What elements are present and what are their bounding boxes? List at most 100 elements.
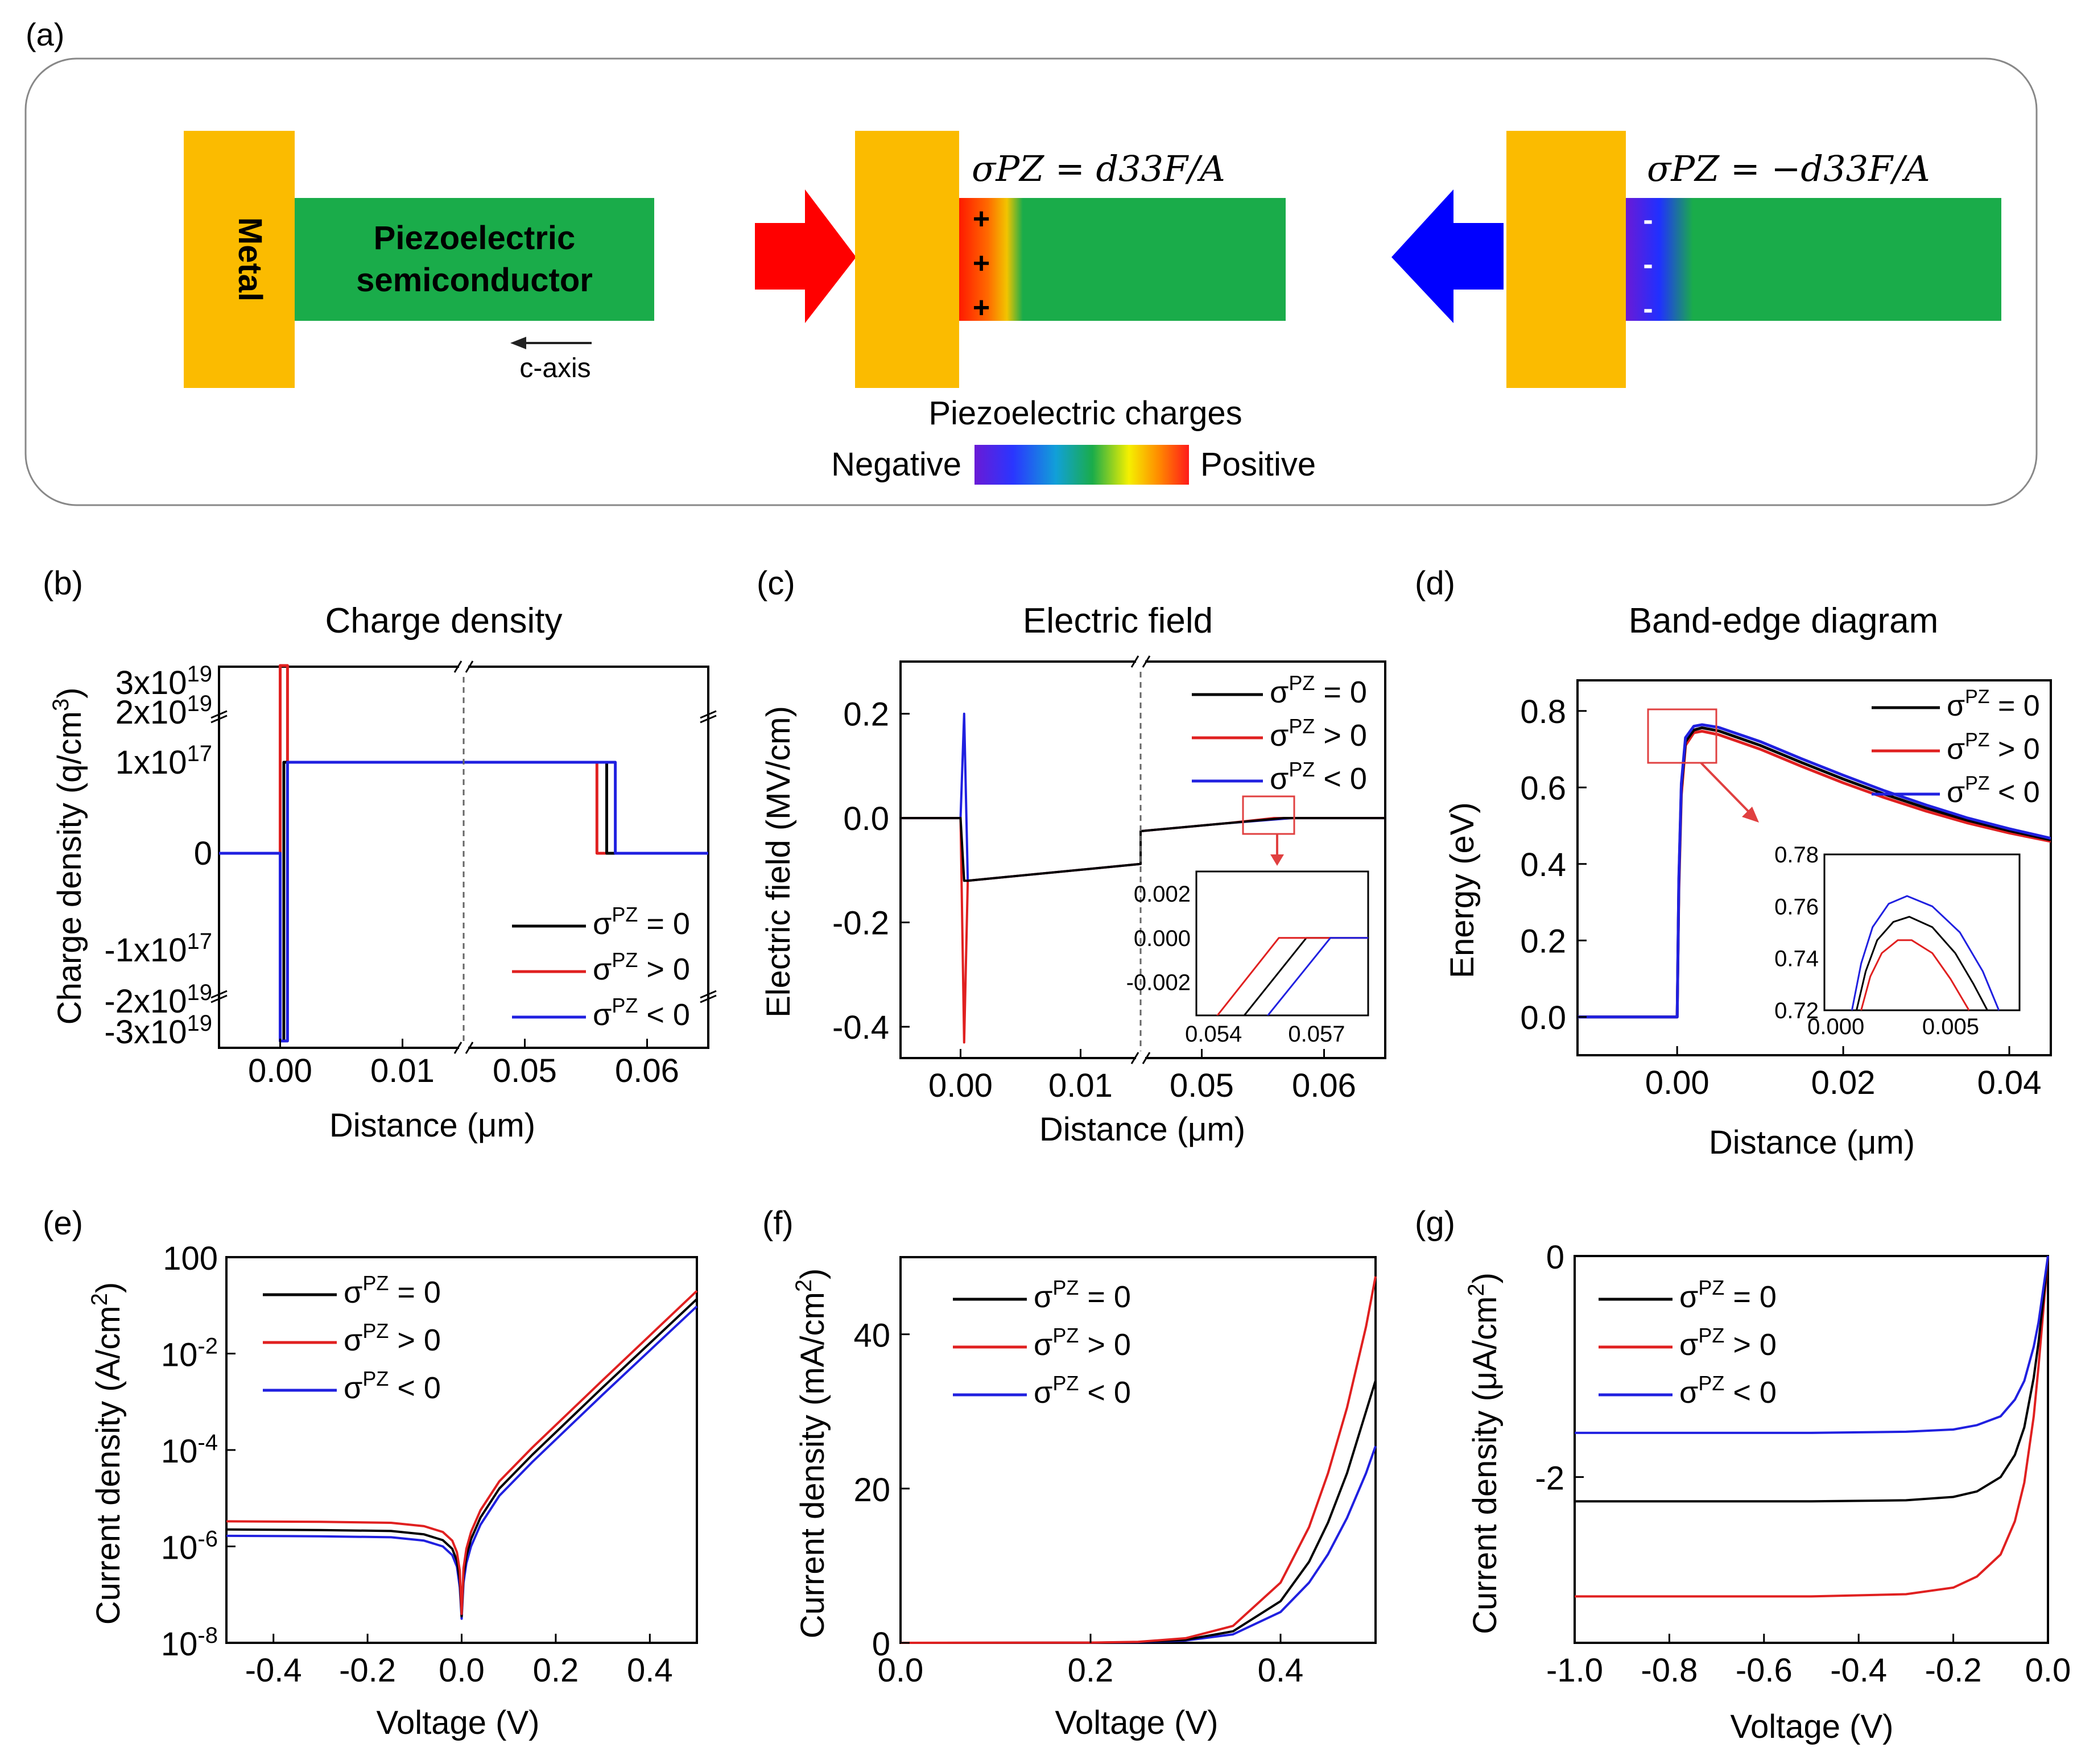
legend-entry: σPZ > 0 — [344, 1319, 441, 1357]
panel-label: (d) — [1415, 565, 1455, 602]
x-tick-label: 0.2 — [533, 1652, 579, 1689]
legend-entry: σPZ = 0 — [344, 1271, 441, 1309]
inset-y-tick-label: 0.002 — [1134, 882, 1191, 907]
plus-sign: + — [973, 291, 990, 324]
y-tick-label: 40 — [853, 1317, 890, 1354]
chart-jv-reverse: (g) -1.0 -0.8 -0.6 -0.4 -0.2 0.0 0 -2 Voltage (V)… — [1415, 1205, 2071, 1745]
chart-title: Electric field — [1023, 601, 1213, 641]
inset-series-line — [1856, 916, 1988, 1011]
x-tick-label: 0.0 — [439, 1652, 485, 1689]
series-line — [900, 1445, 1377, 1644]
y-tick-label: 0.0 — [1520, 999, 1566, 1036]
x-axis-label: Distance (μm) — [1709, 1124, 1915, 1161]
chart-charge-density: (b) Charge density 0.00 0.01 0.05 0.06 3x10192… — [43, 565, 717, 1144]
x-tick-label: 0.06 — [615, 1052, 679, 1089]
y-tick-label: 0 — [1546, 1239, 1564, 1276]
x-tick-label: -0.2 — [1925, 1652, 1982, 1689]
zoom-arrowhead-icon — [1270, 854, 1284, 866]
arrow-left-icon — [1391, 189, 1504, 323]
series-line — [1578, 723, 2051, 1019]
panel-a: (a) Metal Piezoelectric semiconductor c-… — [24, 16, 2038, 506]
zoom-region-box — [1242, 795, 1295, 835]
x-axis-label: Distance (μm) — [1039, 1111, 1245, 1148]
y-axis-label: Current density (mA/cm2) — [791, 1269, 831, 1639]
x-axis-label: Voltage (V) — [1055, 1704, 1219, 1741]
colorbar-positive-label: Positive — [1200, 446, 1316, 483]
y-tick-label: 1x1017 — [115, 741, 212, 781]
inset-y-tick-label: 0.72 — [1774, 998, 1819, 1023]
y-axis-label: Energy (eV) — [1444, 802, 1481, 978]
y-tick-label: -2 — [1535, 1460, 1564, 1497]
panel-a-frame — [24, 57, 2038, 506]
x-axis-label: Distance (μm) — [329, 1107, 535, 1144]
x-tick-label: 0.04 — [1977, 1064, 2042, 1101]
plot-frame — [1574, 1255, 2049, 1644]
axis-break-gap — [1136, 655, 1145, 668]
x-tick-label: 0.00 — [1645, 1064, 1709, 1101]
charge-colorbar: Piezoelectric charges Negative Positive — [831, 395, 1316, 485]
semiconductor-rod — [295, 198, 654, 321]
axis-break-mark — [1130, 655, 1151, 668]
legend-entry: σPZ = 0 — [593, 903, 690, 941]
colorbar-gradient — [974, 445, 1189, 485]
x-tick-label: 0.02 — [1811, 1064, 1876, 1101]
x-tick-label: -0.2 — [339, 1652, 396, 1689]
c-axis-label: c-axis — [519, 353, 590, 383]
legend-entry: σPZ > 0 — [1679, 1324, 1777, 1362]
y-tick-label: 0.8 — [1520, 693, 1566, 730]
series-line — [219, 761, 708, 1043]
series-line — [900, 1380, 1377, 1644]
semiconductor-label-line-1: Piezoelectric — [374, 220, 576, 257]
y-tick-label: 0.4 — [1520, 846, 1566, 883]
legend-entry: σPZ > 0 — [1947, 729, 2040, 766]
x-tick-label: -1.0 — [1546, 1652, 1603, 1689]
legend-entry: σPZ = 0 — [1947, 686, 2040, 722]
minus-sign: - — [1643, 292, 1653, 325]
series-line — [226, 1290, 698, 1616]
legend-entry: σPZ < 0 — [344, 1367, 441, 1405]
plus-sign: + — [973, 203, 990, 236]
c-axis-arrowhead-icon — [510, 337, 526, 349]
axis-break-gap — [459, 1041, 468, 1055]
y-tick-label: -1x1017 — [104, 929, 212, 969]
y-axis-label: Electric field (MV/cm) — [760, 706, 797, 1018]
inset-x-tick-label: 0.005 — [1922, 1014, 1979, 1039]
x-axis-label: Voltage (V) — [377, 1704, 540, 1741]
inset-series-line — [1851, 895, 2000, 1011]
y-axis-label: Current density (A/cm2) — [87, 1282, 127, 1625]
inset-y-tick-label: 0.74 — [1774, 947, 1819, 972]
minus-sign: - — [1643, 248, 1653, 281]
panel-label: (c) — [757, 565, 795, 602]
panel-label: (b) — [43, 565, 83, 602]
inset-frame — [1823, 853, 2021, 1011]
axis-break-mark — [453, 1042, 474, 1054]
legend-entry: σPZ < 0 — [1679, 1371, 1777, 1410]
y-axis-label: Charge density (q/cm3) — [48, 688, 88, 1025]
legend-entry: σPZ = 0 — [1679, 1276, 1777, 1314]
y-tick-label: 10-2 — [161, 1334, 218, 1374]
device-negative-charges: - - - σPZ = −d33F/A — [1391, 131, 2001, 388]
chart-title: Charge density — [325, 601, 562, 641]
y-tick-label: 0 — [872, 1626, 890, 1663]
metal-contact — [855, 131, 959, 388]
legend-entry: σPZ < 0 — [593, 994, 690, 1032]
inset-series-line — [1266, 937, 1368, 1015]
x-tick-label: 0.0 — [2025, 1652, 2071, 1689]
plus-sign: + — [973, 247, 990, 280]
chart-electric-field: (c) Electric field 0.00 0.01 0.05 0.06 0.2 0.0 -… — [757, 565, 1386, 1148]
y-tick-label: 20 — [853, 1472, 890, 1509]
plot-area — [1578, 723, 2051, 1019]
zoom-arrow-icon — [1700, 762, 1750, 813]
inset-y-tick-label: 0.78 — [1774, 842, 1819, 867]
x-tick-label: 0.4 — [1258, 1652, 1304, 1689]
legend-entry: σPZ > 0 — [593, 948, 690, 986]
y-tick-label: 0.0 — [843, 800, 889, 837]
legend-entry: σPZ < 0 — [1034, 1371, 1131, 1410]
x-tick-label: -0.4 — [245, 1652, 302, 1689]
x-tick-label: 0.4 — [627, 1652, 673, 1689]
axis-break-mark — [210, 990, 228, 1003]
x-tick-label: 0.01 — [1048, 1067, 1113, 1104]
x-tick-label: 0.2 — [1068, 1652, 1114, 1689]
y-tick-label: 0.6 — [1520, 770, 1566, 807]
legend-entry: σPZ < 0 — [1947, 772, 2040, 809]
